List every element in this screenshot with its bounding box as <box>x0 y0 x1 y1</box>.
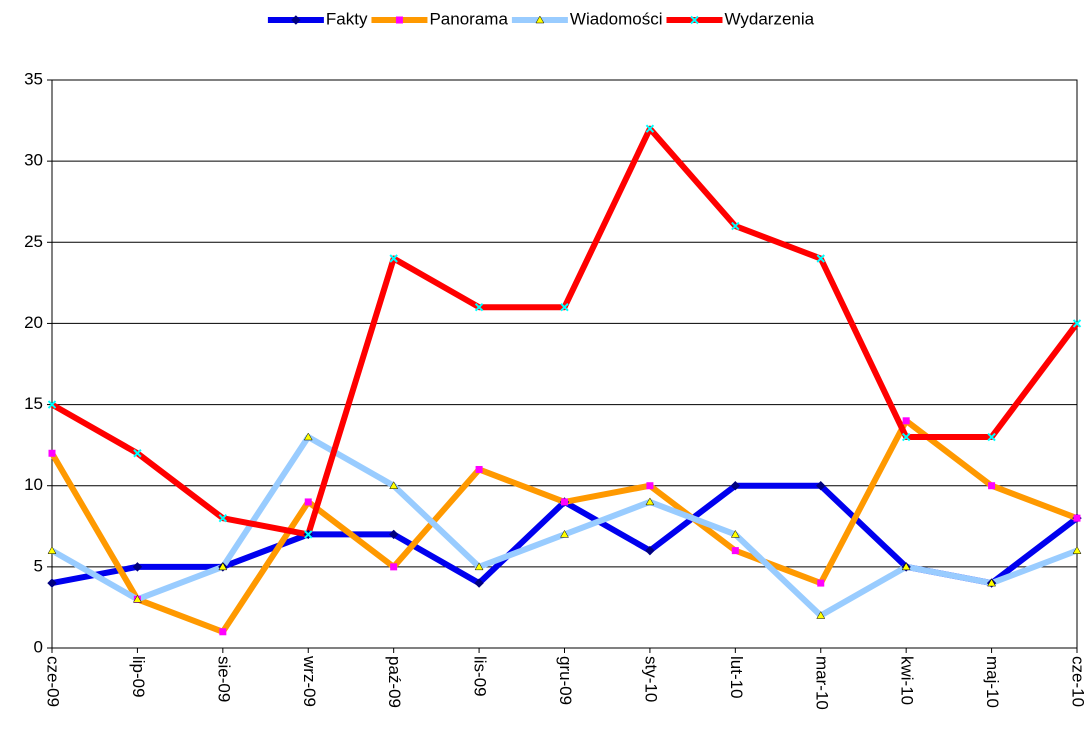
point-marker <box>645 545 655 556</box>
point-marker <box>218 513 228 523</box>
point-marker <box>304 498 312 506</box>
legend-label: Fakty <box>326 9 368 28</box>
point-marker <box>475 465 483 473</box>
point-marker <box>731 547 739 555</box>
point-marker <box>303 432 313 441</box>
point-marker <box>816 254 825 263</box>
y-tick-label: 25 <box>24 232 43 251</box>
legend: Fakty Panorama Wiadomości Wydarzenia <box>267 9 815 28</box>
y-tick-label: 5 <box>34 556 43 575</box>
x-tick-label: lip-09 <box>129 656 148 698</box>
point-marker <box>1072 319 1082 328</box>
point-marker <box>730 481 741 491</box>
y-tick-label: 15 <box>24 394 43 413</box>
point-marker <box>902 417 910 425</box>
point-marker <box>388 529 399 540</box>
point-marker <box>560 529 569 538</box>
point-marker <box>390 563 398 571</box>
point-marker <box>474 562 484 571</box>
x-tick-label: maj-10 <box>983 656 1002 708</box>
y-tick-label: 10 <box>24 475 43 494</box>
point-marker <box>47 546 57 554</box>
point-marker <box>133 449 142 458</box>
point-marker <box>730 529 740 538</box>
point-marker <box>1072 546 1082 554</box>
y-tick-label: 20 <box>24 313 43 332</box>
point-marker <box>817 579 825 587</box>
y-tick-label: 0 <box>34 637 43 656</box>
point-marker <box>48 449 56 457</box>
point-marker <box>218 562 228 571</box>
x-tick-label: lut-10 <box>727 656 746 699</box>
point-marker <box>219 628 227 636</box>
x-tick-label: gru-09 <box>556 656 575 705</box>
point-marker <box>988 482 996 490</box>
point-marker <box>816 481 826 491</box>
point-marker <box>645 124 655 133</box>
point-marker <box>389 481 399 489</box>
point-marker <box>1073 514 1081 522</box>
point-marker <box>645 497 655 506</box>
x-tick-label: cze-09 <box>44 656 63 707</box>
plot-area <box>51 79 1078 649</box>
point-marker <box>47 400 57 409</box>
x-tick-label: wrz-09 <box>300 655 319 707</box>
point-marker <box>474 578 484 588</box>
legend-label: Wydarzenia <box>724 9 814 28</box>
point-marker <box>987 432 996 442</box>
x-tick-label: lis-09 <box>471 656 490 697</box>
point-marker <box>561 498 568 506</box>
legend-label: Panorama <box>429 9 508 28</box>
legend-marker <box>690 15 699 25</box>
y-tick-label: 30 <box>24 151 43 170</box>
point-marker <box>901 432 911 442</box>
point-marker <box>560 302 569 312</box>
point-marker <box>646 482 654 490</box>
legend-marker <box>291 15 301 25</box>
x-tick-label: sty-10 <box>641 656 660 702</box>
point-marker <box>987 578 997 587</box>
x-tick-label: sie-09 <box>214 656 233 702</box>
point-marker <box>389 254 398 263</box>
point-marker <box>901 562 911 571</box>
point-marker <box>304 530 313 539</box>
x-tick-label: cze-10 <box>1069 656 1086 707</box>
x-tick-label: mar-10 <box>812 656 831 710</box>
point-marker <box>132 562 143 572</box>
x-tick-label: paź-09 <box>385 656 404 708</box>
point-marker <box>47 578 57 588</box>
y-tick-label: 35 <box>24 69 43 88</box>
point-marker <box>132 594 142 603</box>
point-marker <box>731 221 740 231</box>
point-marker <box>474 302 484 312</box>
legend-label: Wiadomości <box>570 9 663 28</box>
point-marker <box>816 611 826 619</box>
legend-marker <box>535 15 545 24</box>
legend-marker <box>395 16 403 24</box>
x-tick-label: kwi-10 <box>898 656 917 705</box>
